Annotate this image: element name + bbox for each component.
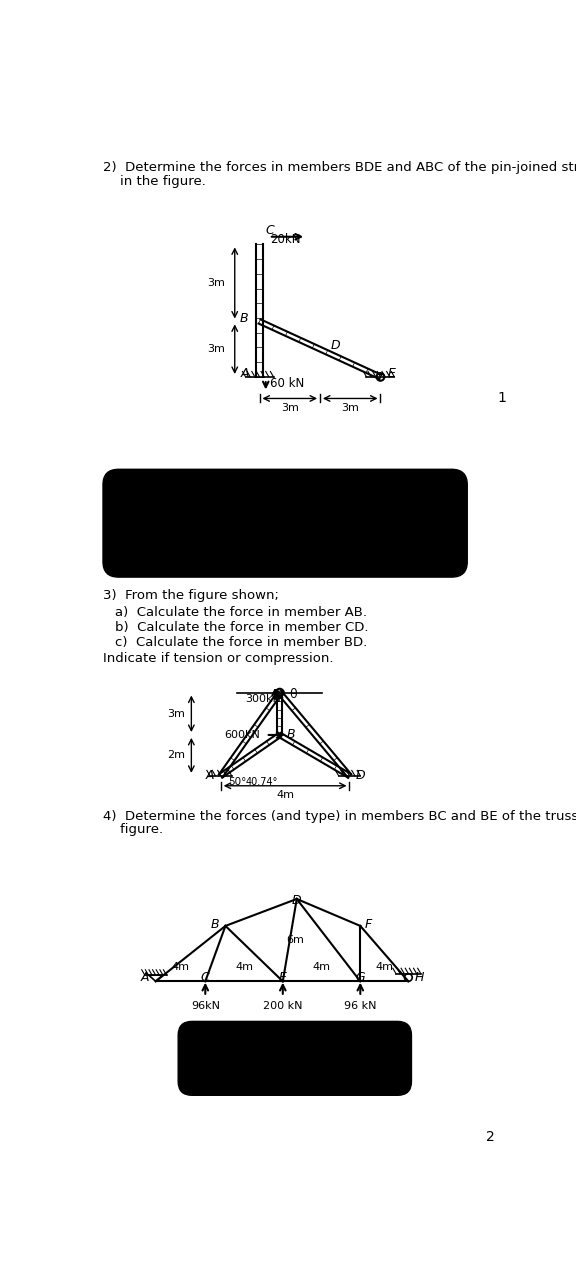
Text: 3m: 3m [342,403,359,413]
Text: 300kN: 300kN [245,694,281,704]
Text: in the figure.: in the figure. [103,175,206,188]
Text: 200 kN: 200 kN [263,1001,302,1011]
Text: 2: 2 [486,1130,495,1144]
Text: C: C [201,972,210,984]
Text: C: C [275,689,284,701]
Text: 3m: 3m [207,278,225,288]
Text: Indicate if tension or compression.: Indicate if tension or compression. [103,652,334,664]
Text: figure.: figure. [103,823,163,837]
Text: 40.74°: 40.74° [245,777,278,787]
Text: 96 kN: 96 kN [344,1001,377,1011]
Text: 3m: 3m [281,403,299,413]
Text: 4m: 4m [235,963,253,972]
Text: 1: 1 [498,392,506,406]
Text: b)  Calculate the force in member CD.: b) Calculate the force in member CD. [115,621,368,634]
Text: 3m: 3m [167,709,185,719]
Text: E: E [279,972,287,984]
Text: D: D [292,893,302,906]
Text: 600kN: 600kN [224,730,260,740]
Text: 2m: 2m [167,750,185,760]
Text: D: D [355,769,365,782]
Text: 2)  Determine the forces in members BDE and ABC of the pin-joined structure show: 2) Determine the forces in members BDE a… [103,161,576,174]
FancyBboxPatch shape [103,470,467,577]
Text: 6m: 6m [287,936,305,945]
Text: A: A [240,367,249,380]
Text: F: F [365,918,372,931]
Text: 4m: 4m [172,963,190,972]
Text: a)  Calculate the force in member AB.: a) Calculate the force in member AB. [115,605,367,618]
Text: 4)  Determine the forces (and type) in members BC and BE of the truss shown in t: 4) Determine the forces (and type) in me… [103,810,576,823]
FancyBboxPatch shape [178,1021,411,1096]
Text: H: H [415,972,424,984]
Text: 3m: 3m [207,344,225,355]
Text: B: B [287,728,295,741]
Text: B: B [211,918,219,931]
Text: 50°: 50° [229,777,247,787]
Text: A: A [141,972,150,984]
Text: 4m: 4m [313,963,331,972]
Text: 4m: 4m [376,963,393,972]
Text: 96kN: 96kN [191,1001,220,1011]
Text: 3)  From the figure shown;: 3) From the figure shown; [103,589,279,602]
Text: E: E [388,366,395,380]
Text: 60 kN: 60 kN [270,376,304,389]
Text: C: C [265,224,274,237]
Text: G: G [355,972,365,984]
Text: D: D [331,339,340,352]
Text: 4m: 4m [276,790,294,800]
Text: c)  Calculate the force in member BD.: c) Calculate the force in member BD. [115,636,367,649]
Text: A: A [206,769,215,782]
Text: 20kN: 20kN [270,233,301,246]
Text: B: B [240,312,249,325]
Text: θ: θ [289,687,297,701]
